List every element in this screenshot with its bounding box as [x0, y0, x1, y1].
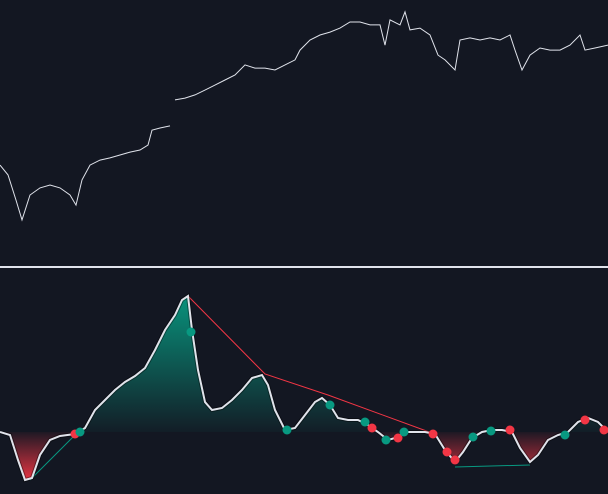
- signal-dot: [75, 427, 85, 437]
- oscillator-area-down: [0, 432, 608, 480]
- signal-dot: [367, 423, 377, 433]
- divergence-line: [454, 464, 531, 468]
- oscillator-area-up: [0, 296, 608, 432]
- divergence-line: [187, 295, 433, 434]
- signal-dot: [360, 417, 370, 427]
- signal-dot: [428, 429, 438, 439]
- signal-dot: [399, 427, 409, 437]
- signal-dot: [325, 400, 335, 410]
- divergence-line: [29, 434, 76, 481]
- signal-dot: [560, 430, 570, 440]
- signal-dot: [381, 435, 391, 445]
- oscillator-line: [0, 294, 608, 482]
- signal-dot: [393, 433, 403, 443]
- signal-dot: [580, 415, 590, 425]
- signal-dot: [450, 455, 460, 465]
- signal-dot: [505, 425, 515, 435]
- signal-dot: [442, 447, 452, 457]
- signal-dot: [468, 432, 478, 442]
- signal-dot: [282, 425, 292, 435]
- price-line: [0, 10, 608, 222]
- signal-dot: [599, 425, 608, 435]
- signal-dot: [186, 327, 196, 337]
- signal-dot: [486, 426, 496, 436]
